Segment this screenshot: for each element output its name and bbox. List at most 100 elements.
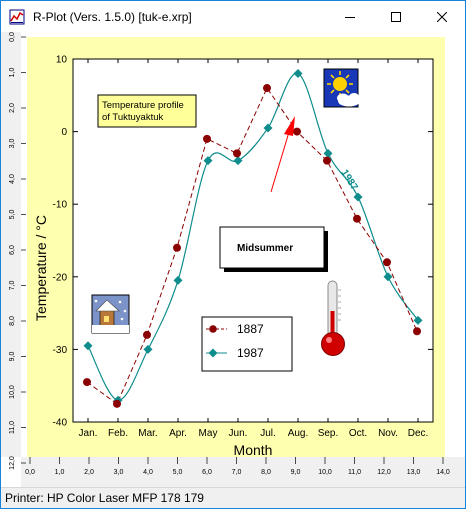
- maximize-button[interactable]: [373, 1, 419, 32]
- series-1987-point: [143, 344, 153, 354]
- ruler-y-label: 2,0: [9, 103, 16, 113]
- profile-box: [97, 94, 197, 128]
- profile-line2: of Tuktuyaktuk: [102, 112, 164, 123]
- series-1887-point: [143, 330, 151, 339]
- series-1987-point: [233, 156, 243, 166]
- x-tick-label: Apr.: [169, 428, 187, 439]
- series-1987-point: [293, 69, 303, 79]
- series-1887-point: [293, 127, 301, 136]
- horizontal-ruler: [21, 457, 465, 487]
- profile-line1: Temperature profile: [102, 100, 184, 111]
- series-1887-point: [173, 243, 181, 252]
- close-icon: [437, 11, 447, 22]
- series-1887-point: [323, 156, 331, 165]
- x-tick-label: Dec.: [408, 428, 429, 439]
- x-tick-label: May: [199, 428, 218, 439]
- ruler-ticks: [21, 36, 444, 464]
- vertical-ruler: [1, 32, 21, 457]
- ruler-y-label: 3,0: [9, 139, 16, 149]
- window-title: R-Plot (Vers. 1.5.0) [tuk-e.xrp]: [33, 9, 192, 24]
- series-1887-point: [383, 258, 391, 267]
- series-1987-point: [173, 275, 183, 285]
- ruler-x-label: 14,0: [436, 469, 450, 476]
- ruler-x-label: 5,0: [173, 469, 183, 476]
- ruler-y-label: 1,0: [9, 68, 16, 78]
- legend-1887-label: 1887: [237, 322, 264, 336]
- ruler-x-label: 10,0: [318, 469, 332, 476]
- ruler-x-label: 0,0: [25, 469, 35, 476]
- series-1987-point: [203, 156, 213, 166]
- ruler-x-label: 8,0: [261, 469, 271, 476]
- minimize-icon: [345, 16, 355, 18]
- x-tick-label: Mar.: [138, 428, 157, 439]
- ruler-y-label: 5,0: [9, 210, 16, 220]
- legend-1887-marker: [209, 325, 217, 333]
- ruler-x-label: 9,0: [291, 469, 301, 476]
- ruler-x-label: 12,0: [377, 469, 391, 476]
- legend-1987-marker: [208, 348, 218, 358]
- series-1987-point: [323, 148, 333, 158]
- ruler-y-label: 12,0: [9, 456, 16, 470]
- x-axis-label: Month: [234, 442, 273, 458]
- plot-canvas[interactable]: 0,0 1,0 2,0 3,0 4,0 5,0 6,0 7,0 8,0 9,0 10,0 11,0 12…: [1, 32, 465, 487]
- y-axis-label: Temperature / °C: [33, 215, 49, 321]
- midsummer-arrow-shaft: [270, 131, 290, 193]
- maximize-icon: [391, 11, 401, 22]
- y-tick-label: 10: [56, 55, 68, 66]
- series-1987-point: [263, 123, 273, 133]
- title-bar[interactable]: R-Plot (Vers. 1.5.0) [tuk-e.xrp]: [1, 1, 465, 32]
- minimize-button[interactable]: [327, 1, 373, 32]
- printer-status: Printer: HP Color Laser MFP 178 179: [5, 491, 204, 505]
- y-tick-label: -30: [53, 345, 68, 356]
- ruler-x-label: 1,0: [55, 469, 65, 476]
- y-tick-label: -10: [53, 200, 68, 211]
- ruler-x-label: 6,0: [202, 469, 212, 476]
- series-1887-line: [86, 87, 418, 405]
- series-1887-point: [233, 149, 241, 158]
- y-tick-label: -40: [53, 418, 68, 429]
- series-1887-point: [83, 378, 91, 387]
- x-tick-label: Sep.: [318, 428, 339, 439]
- series-1987-point: [383, 272, 393, 282]
- series-1987-line: [87, 72, 419, 401]
- ruler-y-label: 7,0: [9, 281, 16, 291]
- series-1887-point: [203, 134, 211, 143]
- chart-svg: 0,0 1,0 2,0 3,0 4,0 5,0 6,0 7,0 8,0 9,0 10,0 11,0 12…: [1, 32, 465, 487]
- ruler-x-label: 7,0: [232, 469, 242, 476]
- ruler-y-label: 0,0: [9, 32, 16, 42]
- ruler-y-label: 11,0: [9, 421, 16, 434]
- snowy-house-icon: [91, 294, 130, 334]
- y-tick-labels: 10 0 -10 -20 -30 -40: [53, 55, 68, 429]
- midsummer-box: [219, 226, 325, 269]
- x-tick-label: Nov.: [378, 428, 398, 439]
- x-tick-labels: Jan. Feb. Mar. Apr. May Jun. Jul. Aug. Sep. Oct. N…: [79, 428, 429, 439]
- x-tick-label: Jan.: [79, 428, 98, 439]
- ruler-y-label: 6,0: [9, 245, 16, 255]
- ruler-y-label: 9,0: [9, 352, 16, 362]
- x-tick-label: Feb.: [108, 428, 128, 439]
- close-button[interactable]: [419, 1, 465, 32]
- ruler-y-label: 8,0: [9, 316, 16, 326]
- thermometer-icon: [321, 280, 345, 356]
- ruler-x-label: 3,0: [114, 469, 124, 476]
- ruler-x-label: 4,0: [143, 469, 153, 476]
- ruler-x-labels: 0,0 1,0 2,0 3,0 4,0 5,0 6,0 7,0 8,0 9,0 10,0 11,0 12…: [25, 469, 450, 476]
- ruler-x-label: 13,0: [407, 469, 421, 476]
- series-1887-point: [263, 84, 271, 93]
- y-tick-label: -20: [53, 272, 68, 283]
- status-bar: Printer: HP Color Laser MFP 178 179: [1, 487, 465, 508]
- series-1887-point: [353, 214, 361, 223]
- app-icon: [9, 9, 25, 25]
- x-tick-label: Oct.: [349, 428, 367, 439]
- midsummer-arrow-head: [284, 116, 295, 136]
- y-tick-label: 0: [61, 127, 67, 138]
- series-1887-point: [413, 327, 421, 336]
- midsummer-label: Midsummer: [237, 243, 293, 254]
- ruler-y-label: 4,0: [9, 174, 16, 184]
- ruler-y-labels: 0,0 1,0 2,0 3,0 4,0 5,0 6,0 7,0 8,0 9,0 10,0 11,0 12…: [9, 32, 16, 470]
- series-1987-point: [413, 315, 423, 325]
- axis-ticks: [73, 58, 433, 423]
- legend-1987-label: 1987: [237, 346, 264, 360]
- series-1887-point: [113, 399, 121, 408]
